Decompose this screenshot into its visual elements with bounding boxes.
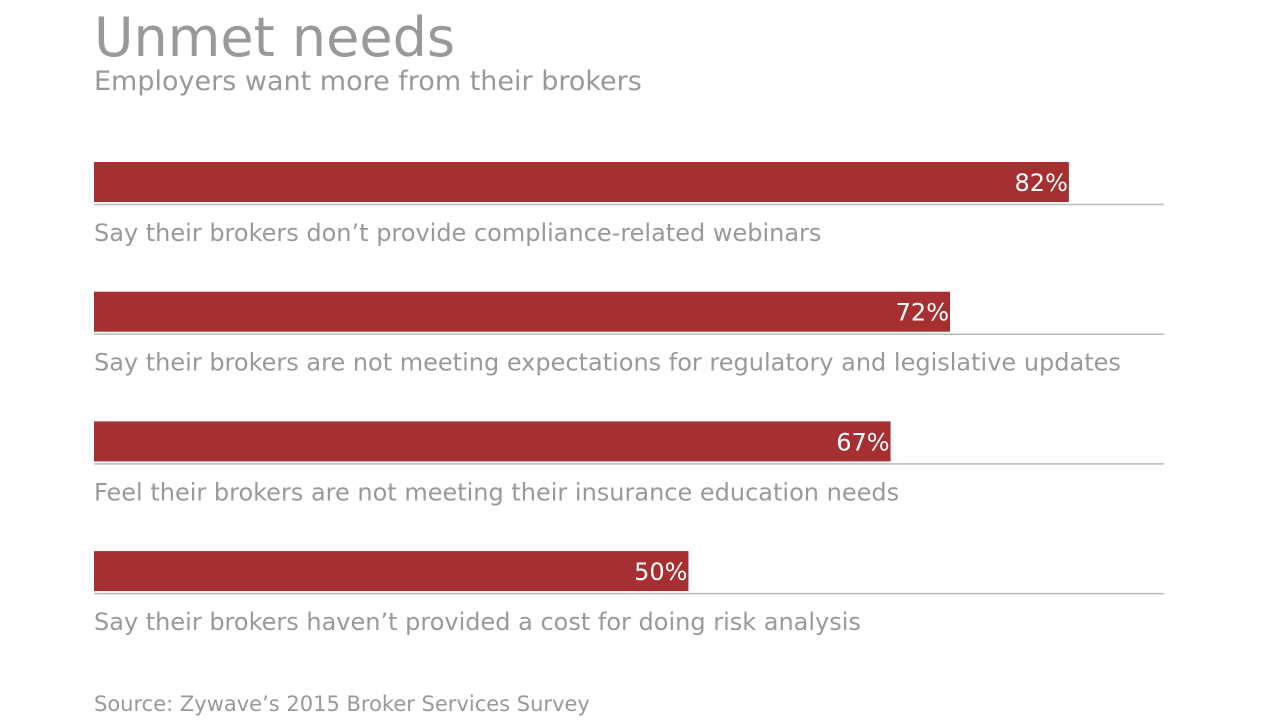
- category-label: Say their brokers haven’t provided a cos…: [94, 608, 861, 636]
- bar-group: 50% Say their brokers haven’t provided a …: [94, 551, 1164, 636]
- category-label: Say their brokers are not meeting expect…: [94, 349, 1121, 377]
- bar-group: 82% Say their brokers don’t provide compl…: [94, 162, 1164, 247]
- bar-value-label: 72%: [896, 299, 949, 327]
- chart-title: Unmet needs: [94, 6, 455, 69]
- bar: [94, 551, 689, 592]
- bar: [94, 291, 950, 332]
- bar: [94, 421, 891, 462]
- bar-value-label: 67%: [836, 428, 889, 456]
- category-label: Say their brokers don’t provide complian…: [94, 219, 821, 247]
- bar-group: 67% Feel their brokers are not meeting th…: [94, 421, 1164, 506]
- bar: [94, 162, 1069, 202]
- bar-group: 72% Say their brokers are not meeting exp…: [94, 291, 1164, 377]
- chart-subtitle: Employers want more from their brokers: [94, 66, 642, 97]
- category-label: Feel their brokers are not meeting their…: [94, 478, 899, 506]
- bar-value-label: 50%: [634, 558, 687, 586]
- bar-value-label: 82%: [1015, 169, 1068, 197]
- source-note: Source: Zywave’s 2015 Broker Services Su…: [94, 692, 590, 716]
